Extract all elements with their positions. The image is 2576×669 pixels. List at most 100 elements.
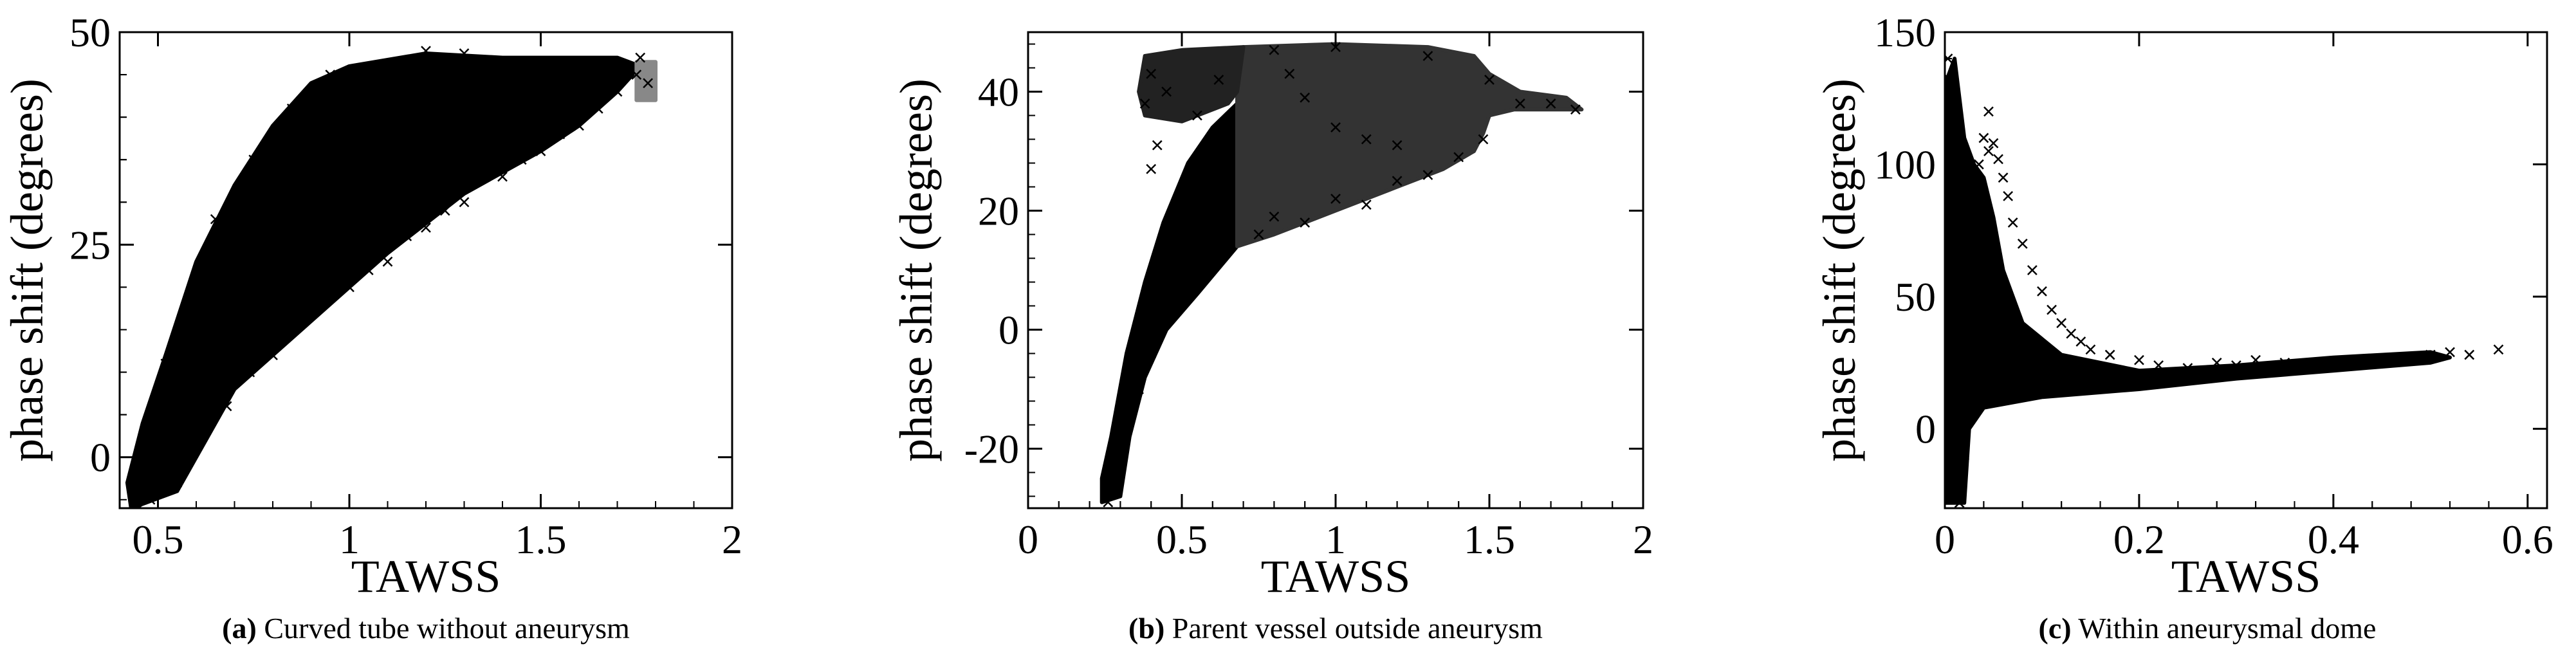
data-point [1152, 140, 1163, 151]
data-point [2445, 347, 2455, 358]
data-point [516, 154, 527, 165]
data-point [1954, 497, 1965, 508]
data-point [2182, 363, 2193, 373]
data-point [478, 171, 489, 182]
plot-area [125, 46, 658, 508]
data-point [2211, 358, 2222, 368]
figure-caption: (b) Parent vessel outside aneurysm [1128, 612, 1543, 645]
data-point [1988, 138, 1999, 149]
data-point [129, 477, 140, 488]
data-point [459, 197, 470, 208]
data-point [244, 367, 255, 378]
x-tick-label: 2 [1633, 517, 1653, 562]
data-point [1957, 477, 1968, 487]
data-point [1392, 140, 1403, 151]
data-point [1422, 51, 1433, 61]
data-point [1951, 490, 1962, 500]
data-point [1973, 159, 1984, 170]
data-point [574, 120, 584, 131]
caption-label: (b) [1128, 612, 1164, 645]
data-point [172, 477, 183, 488]
x-axis-title: TAWSS [2171, 551, 2321, 602]
plot-frame [1944, 31, 2548, 509]
data-point [1300, 217, 1311, 228]
data-point [1514, 98, 1525, 109]
figure-panel-a: 0.5 1 1.5 2 0 25 50 TAWSS phase shift (degrees) (… [1, 10, 742, 645]
data-point [2134, 354, 2144, 365]
data-point [1949, 111, 1960, 122]
x-tick-label: 1.5 [1464, 517, 1515, 562]
data-point [1969, 233, 1980, 244]
data-point [2328, 358, 2339, 368]
scatter-cloud-0 [1099, 102, 1239, 504]
data-point [635, 52, 646, 63]
data-point [1570, 104, 1581, 115]
data-point [1983, 146, 1994, 156]
data-point [248, 154, 259, 165]
y-tick-label: 50 [1895, 274, 1936, 320]
data-point [160, 358, 171, 369]
data-point [1284, 68, 1295, 79]
data-point [593, 104, 603, 114]
data-point [459, 48, 470, 59]
data-point [1993, 154, 2003, 165]
data-point [2406, 352, 2416, 363]
data-point [1253, 229, 1264, 240]
data-point [2231, 360, 2241, 371]
x-tick-label: 0.6 [2502, 517, 2553, 562]
y-axis-title: phase shift (degrees) [1, 78, 53, 462]
y-tick-label: 40 [978, 69, 1019, 115]
data-point [2348, 354, 2358, 365]
caption-label: (a) [222, 612, 257, 645]
x-tick-label: 0 [1935, 517, 1955, 562]
y-tick-label: 0 [998, 307, 1019, 353]
data-point [1959, 185, 1970, 196]
data-point [535, 146, 546, 156]
x-tick-label: 1.5 [515, 517, 567, 562]
data-point [1146, 163, 1157, 174]
data-point [497, 171, 508, 182]
data-point [1954, 164, 1965, 175]
data-point [1161, 313, 1172, 323]
data-point [1545, 98, 1556, 109]
data-point [2250, 354, 2261, 365]
y-tick-label: 0 [1915, 407, 1936, 452]
data-point [1947, 93, 1958, 104]
y-tick-label: -20 [964, 426, 1019, 472]
x-tick-label: 0.5 [1156, 517, 1208, 562]
plot-area [1945, 53, 2504, 508]
data-point [1330, 194, 1341, 204]
data-point [141, 426, 152, 437]
scatter-cloud-0 [1945, 57, 2452, 505]
data-point [1453, 152, 1464, 163]
y-tick-label: 0 [90, 435, 111, 481]
data-point [2279, 358, 2290, 368]
x-tick-label: 1 [339, 517, 360, 562]
data-point [1109, 479, 1119, 490]
data-point [1422, 170, 1433, 180]
data-point [363, 265, 374, 275]
data-point [2027, 265, 2038, 275]
caption-label: (c) [2039, 612, 2072, 645]
data-point [2003, 191, 2014, 201]
data-point [401, 231, 412, 242]
data-point [612, 86, 623, 97]
y-axis-title: phase shift (degrees) [890, 78, 942, 462]
data-point [555, 129, 566, 140]
data-point [1484, 75, 1495, 85]
data-point [2104, 349, 2115, 360]
data-point [2308, 360, 2319, 371]
x-axis-title: TAWSS [351, 551, 501, 602]
x-tick-label: 0.2 [2113, 517, 2165, 562]
data-point [2007, 217, 2018, 228]
data-point [1945, 75, 1955, 85]
x-tick-label: 0.5 [133, 517, 184, 562]
data-point [1998, 172, 2009, 183]
y-tick-label: 25 [69, 222, 111, 268]
data-point [2047, 304, 2057, 315]
caption-text: Within aneurysmal dome [2072, 612, 2377, 645]
data-point [421, 46, 431, 56]
data-point [145, 494, 156, 505]
data-point [2037, 286, 2047, 297]
data-point [133, 503, 144, 508]
